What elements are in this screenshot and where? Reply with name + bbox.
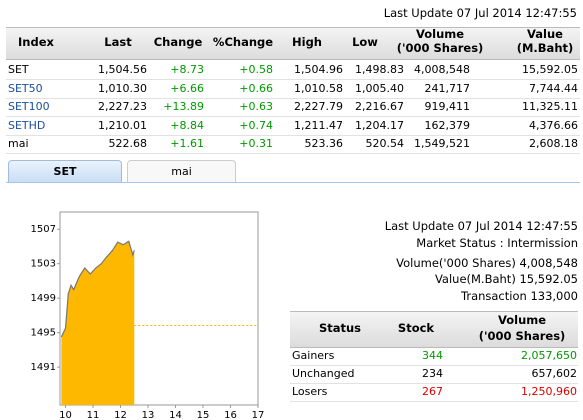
cell: 1,498.83 <box>355 63 404 76</box>
index-link[interactable]: SET100 <box>8 100 50 113</box>
tab[interactable]: mai <box>127 160 236 182</box>
column-header: %Change <box>212 35 274 49</box>
price-line <box>60 240 135 338</box>
intraday-chart: 1491 1495 1499 1503 1507 10 11 12 13 14 15 16 17 <box>31 211 265 420</box>
row-line <box>290 383 578 384</box>
x-tick-label: 12 <box>114 410 127 420</box>
column-header: Value <box>527 27 563 41</box>
x-tick-label: 10 <box>59 410 72 420</box>
cell: 1,504.96 <box>294 63 343 76</box>
row-line <box>290 401 578 402</box>
y-tick-label: 1499 <box>31 293 56 304</box>
cell: 267 <box>422 385 443 398</box>
cell: 234 <box>422 367 443 380</box>
tab-selected[interactable]: SET <box>8 160 122 182</box>
cell: 2,216.67 <box>355 100 404 113</box>
cell: +8.73 <box>170 63 204 76</box>
status-header-bg <box>290 311 578 348</box>
cell: 1,010.58 <box>294 81 343 95</box>
row-line <box>290 365 578 366</box>
cell: 1,010.30 <box>98 81 147 95</box>
row-line <box>6 153 580 154</box>
cell: 2,608.18 <box>529 137 578 150</box>
column-header: Index <box>18 35 54 49</box>
cell: 241,717 <box>424 81 471 95</box>
market-volume: Volume('000 Shares) 4,008,548 <box>396 256 578 270</box>
cell: 2,227.79 <box>294 100 343 113</box>
index-name: SET <box>8 63 29 76</box>
column-header: ('000 Shares) <box>396 41 484 55</box>
y-tick-label: 1507 <box>31 224 56 235</box>
cell: +1.61 <box>170 137 204 150</box>
cell: 520.54 <box>365 137 405 150</box>
index-link[interactable]: SETHD <box>8 118 46 132</box>
cell: 15,592.05 <box>522 63 578 76</box>
tab-bar-line <box>6 182 580 183</box>
status-name: Losers <box>292 385 328 398</box>
cell: 1,204.17 <box>355 118 404 132</box>
cell: 657,602 <box>531 367 578 380</box>
x-tick-label: 14 <box>169 410 182 420</box>
x-tick-label: 15 <box>197 410 210 420</box>
market-status: Market Status : Intermission <box>416 236 578 250</box>
cell: 1,250,960 <box>521 385 577 398</box>
cell: 344 <box>422 349 443 362</box>
column-header: Volume <box>497 313 547 327</box>
x-tick-label: 13 <box>142 410 155 420</box>
cell: 162,379 <box>424 118 471 132</box>
cell: 11,325.11 <box>522 100 578 113</box>
cell: +0.74 <box>239 118 273 132</box>
cell: +0.66 <box>239 81 273 95</box>
cell: 1,211.47 <box>294 118 343 132</box>
column-header: ('000 Shares) <box>478 329 566 343</box>
area <box>61 241 135 405</box>
cell: +0.63 <box>239 100 273 113</box>
cell: 2,227.23 <box>98 100 147 113</box>
cell: 1,210.01 <box>98 118 147 132</box>
cell: +8.84 <box>170 118 204 132</box>
market-transaction: Transaction 133,000 <box>461 289 578 303</box>
x-tick-label: 17 <box>252 410 265 420</box>
row-line <box>6 97 580 99</box>
column-header: (M.Baht) <box>516 41 574 55</box>
cell: 1,005.40 <box>355 81 404 95</box>
column-header: Change <box>153 35 203 49</box>
cell: 4,376.66 <box>529 118 578 132</box>
x-tick-label: 11 <box>87 410 100 420</box>
cell: 523.36 <box>304 137 344 150</box>
cell: 1,549,521 <box>414 137 470 150</box>
cell: 4,008,548 <box>414 63 470 76</box>
cell: +0.31 <box>239 137 273 150</box>
status-name: Gainers <box>292 349 335 362</box>
cell: 919,411 <box>424 100 471 113</box>
cell: 7,744.44 <box>529 81 578 95</box>
index-link[interactable]: SET50 <box>8 81 43 95</box>
market-last-update: Last Update 07 Jul 2014 12:47:55 <box>384 219 578 233</box>
y-tick-label: 1503 <box>31 259 56 270</box>
column-header: High <box>292 35 322 49</box>
cell: 1,504.56 <box>98 63 147 76</box>
cell: 2,057,650 <box>521 349 577 362</box>
column-header: Stock <box>397 321 435 335</box>
cell: 522.68 <box>108 137 148 150</box>
y-tick-label: 1495 <box>31 328 56 339</box>
row-line <box>6 116 580 117</box>
column-header: Volume <box>415 27 465 41</box>
cell: +6.66 <box>170 81 204 95</box>
cell: +0.58 <box>239 63 273 76</box>
table-header-bg <box>6 27 580 60</box>
index-name: mai <box>8 137 29 150</box>
cell: +13.89 <box>163 100 204 113</box>
row-line <box>6 79 580 80</box>
row-line <box>6 134 580 136</box>
column-header: Low <box>352 35 378 49</box>
status-name: Unchanged <box>292 367 355 380</box>
market-value: Value(M.Baht) 15,592.05 <box>434 272 578 286</box>
y-tick-label: 1491 <box>31 362 56 373</box>
column-header: Last <box>104 35 132 49</box>
column-header: Status <box>318 321 362 335</box>
last-update: Last Update 07 Jul 2014 12:47:55 <box>383 6 577 20</box>
x-tick-label: 16 <box>224 410 237 420</box>
